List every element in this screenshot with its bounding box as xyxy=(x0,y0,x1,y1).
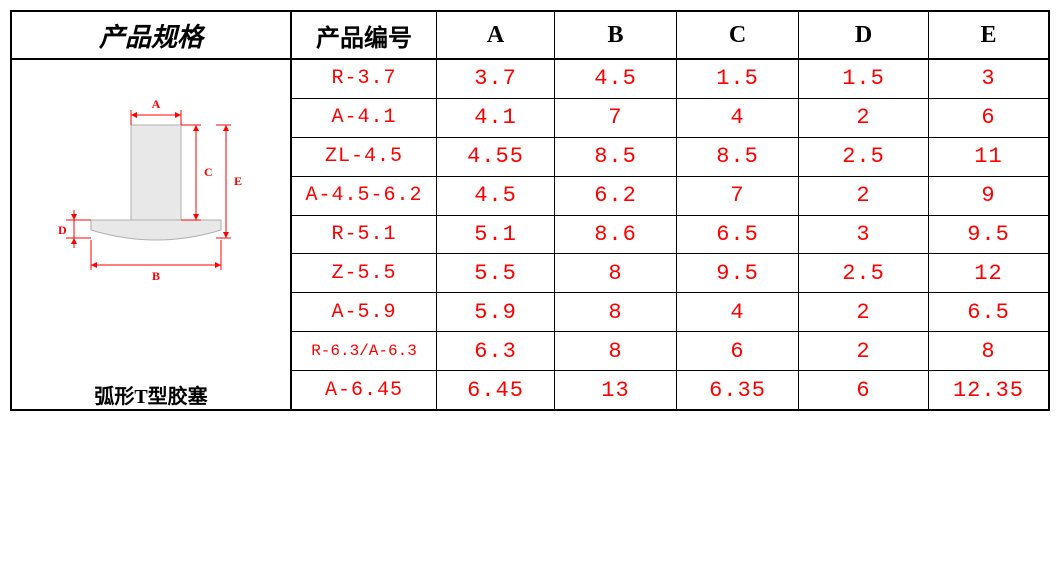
cell-d: 1.5 xyxy=(799,60,929,98)
left-column: 产品规格 A xyxy=(12,12,292,409)
cell-d: 2 xyxy=(799,99,929,137)
cell-c: 4 xyxy=(677,293,799,331)
cell-a: 4.1 xyxy=(437,99,555,137)
table-row: A-5.95.98426.5 xyxy=(292,293,1049,332)
cell-code: R-3.7 xyxy=(292,60,437,98)
header-d: D xyxy=(799,12,929,58)
cell-d: 2.5 xyxy=(799,254,929,292)
cell-b: 8 xyxy=(555,293,677,331)
cell-a: 4.55 xyxy=(437,138,555,176)
cell-a: 5.1 xyxy=(437,216,555,254)
right-column: 产品编号 A B C D E R-3.73.74.51.51.53A-4.14.… xyxy=(292,12,1049,409)
cell-e: 3 xyxy=(929,60,1049,98)
cell-e: 6 xyxy=(929,99,1049,137)
cell-c: 4 xyxy=(677,99,799,137)
cell-b: 13 xyxy=(555,371,677,409)
dim-label-b: B xyxy=(152,269,160,283)
cell-a: 6.3 xyxy=(437,332,555,370)
header-e: E xyxy=(929,12,1049,58)
table-row: R-5.15.18.66.539.5 xyxy=(292,216,1049,255)
cell-d: 2 xyxy=(799,332,929,370)
cell-a: 6.45 xyxy=(437,371,555,409)
cell-code: ZL-4.5 xyxy=(292,138,437,176)
cell-c: 1.5 xyxy=(677,60,799,98)
cell-c: 8.5 xyxy=(677,138,799,176)
table-row: A-6.456.45136.35612.35 xyxy=(292,371,1049,409)
header-spec: 产品规格 xyxy=(12,12,292,60)
header-a: A xyxy=(437,12,555,58)
cell-e: 9.5 xyxy=(929,216,1049,254)
cell-code: R-5.1 xyxy=(292,216,437,254)
cell-e: 12.35 xyxy=(929,371,1049,409)
cell-d: 3 xyxy=(799,216,929,254)
cell-d: 2 xyxy=(799,293,929,331)
cell-e: 8 xyxy=(929,332,1049,370)
cell-a: 3.7 xyxy=(437,60,555,98)
cell-c: 7 xyxy=(677,177,799,215)
cell-c: 6.35 xyxy=(677,371,799,409)
cell-c: 6.5 xyxy=(677,216,799,254)
cell-d: 6 xyxy=(799,371,929,409)
cell-code: Z-5.5 xyxy=(292,254,437,292)
cell-code: A-6.45 xyxy=(292,371,437,409)
cell-b: 7 xyxy=(555,99,677,137)
spec-table-container: 产品规格 A xyxy=(10,10,1050,411)
table-row: R-6.3/A-6.36.38628 xyxy=(292,332,1049,371)
cell-code: A-4.1 xyxy=(292,99,437,137)
cell-c: 9.5 xyxy=(677,254,799,292)
cell-a: 5.5 xyxy=(437,254,555,292)
cell-b: 8 xyxy=(555,332,677,370)
cell-c: 6 xyxy=(677,332,799,370)
cell-code: A-5.9 xyxy=(292,293,437,331)
table-row: A-4.14.17426 xyxy=(292,99,1049,138)
table-body: R-3.73.74.51.51.53A-4.14.17426ZL-4.54.55… xyxy=(292,60,1049,409)
cell-a: 5.9 xyxy=(437,293,555,331)
cell-code: R-6.3/A-6.3 xyxy=(292,332,437,370)
product-diagram: A C E xyxy=(36,90,266,300)
dim-label-a: A xyxy=(152,97,161,111)
cell-e: 6.5 xyxy=(929,293,1049,331)
table-row: R-3.73.74.51.51.53 xyxy=(292,60,1049,99)
cell-b: 4.5 xyxy=(555,60,677,98)
cell-d: 2 xyxy=(799,177,929,215)
cell-e: 11 xyxy=(929,138,1049,176)
cell-e: 12 xyxy=(929,254,1049,292)
table-row: ZL-4.54.558.58.52.511 xyxy=(292,138,1049,177)
cell-d: 2.5 xyxy=(799,138,929,176)
cell-code: A-4.5-6.2 xyxy=(292,177,437,215)
header-b: B xyxy=(555,12,677,58)
cell-b: 8.5 xyxy=(555,138,677,176)
table-row: A-4.5-6.24.56.2729 xyxy=(292,177,1049,216)
dim-label-e: E xyxy=(234,174,242,188)
product-caption: 弧形T型胶塞 xyxy=(94,380,207,409)
dim-label-c: C xyxy=(204,165,213,179)
cell-b: 8.6 xyxy=(555,216,677,254)
left-body: A C E xyxy=(12,60,292,409)
cell-e: 9 xyxy=(929,177,1049,215)
cell-b: 8 xyxy=(555,254,677,292)
table-row: Z-5.55.589.52.512 xyxy=(292,254,1049,293)
table-header-row: 产品编号 A B C D E xyxy=(292,12,1049,60)
header-c: C xyxy=(677,12,799,58)
cell-a: 4.5 xyxy=(437,177,555,215)
header-code: 产品编号 xyxy=(292,12,437,58)
cell-b: 6.2 xyxy=(555,177,677,215)
dim-label-d: D xyxy=(58,223,67,237)
